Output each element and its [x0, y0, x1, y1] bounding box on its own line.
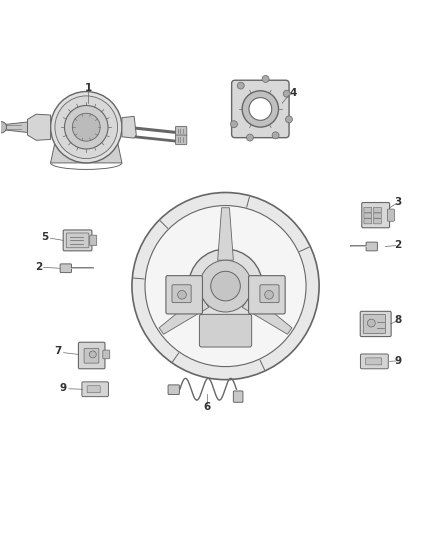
FancyBboxPatch shape — [82, 382, 109, 397]
FancyBboxPatch shape — [366, 358, 382, 365]
Circle shape — [283, 90, 290, 97]
FancyBboxPatch shape — [374, 219, 381, 224]
FancyBboxPatch shape — [60, 264, 71, 272]
FancyBboxPatch shape — [166, 276, 202, 314]
FancyBboxPatch shape — [103, 350, 110, 359]
Circle shape — [89, 351, 96, 358]
FancyBboxPatch shape — [232, 80, 289, 138]
Text: 2: 2 — [394, 240, 401, 250]
Circle shape — [237, 82, 244, 89]
Circle shape — [367, 319, 375, 327]
Text: 1: 1 — [85, 83, 92, 93]
FancyBboxPatch shape — [176, 126, 187, 136]
Text: 9: 9 — [60, 383, 67, 393]
FancyBboxPatch shape — [374, 207, 381, 213]
Polygon shape — [4, 122, 28, 133]
FancyBboxPatch shape — [366, 242, 378, 251]
Circle shape — [211, 271, 240, 301]
Circle shape — [0, 122, 7, 133]
Circle shape — [188, 249, 262, 323]
Text: 6: 6 — [203, 402, 210, 411]
Circle shape — [242, 91, 279, 127]
FancyBboxPatch shape — [364, 207, 372, 213]
Text: 9: 9 — [395, 356, 402, 366]
Circle shape — [132, 192, 319, 379]
Polygon shape — [50, 142, 122, 163]
FancyBboxPatch shape — [363, 314, 385, 334]
FancyBboxPatch shape — [90, 235, 97, 246]
Text: 7: 7 — [54, 346, 62, 356]
FancyBboxPatch shape — [63, 230, 92, 251]
FancyBboxPatch shape — [364, 219, 372, 224]
Circle shape — [178, 290, 186, 299]
FancyBboxPatch shape — [360, 311, 391, 336]
Polygon shape — [218, 208, 233, 260]
Polygon shape — [28, 114, 50, 140]
FancyBboxPatch shape — [362, 203, 390, 228]
FancyBboxPatch shape — [172, 285, 191, 303]
Text: 8: 8 — [395, 314, 402, 325]
Polygon shape — [122, 116, 136, 138]
Text: 2: 2 — [35, 262, 42, 271]
FancyBboxPatch shape — [374, 213, 381, 218]
Circle shape — [265, 290, 273, 299]
Circle shape — [50, 92, 122, 163]
FancyBboxPatch shape — [249, 276, 285, 314]
Text: 3: 3 — [394, 197, 401, 207]
Circle shape — [247, 134, 254, 141]
Circle shape — [249, 98, 272, 120]
FancyBboxPatch shape — [360, 354, 389, 369]
FancyBboxPatch shape — [84, 349, 99, 363]
FancyBboxPatch shape — [233, 391, 243, 402]
FancyBboxPatch shape — [388, 209, 394, 221]
Circle shape — [145, 206, 306, 367]
FancyBboxPatch shape — [260, 285, 279, 303]
FancyBboxPatch shape — [364, 213, 372, 218]
FancyBboxPatch shape — [168, 385, 180, 394]
FancyBboxPatch shape — [78, 342, 105, 369]
Circle shape — [286, 116, 293, 123]
FancyBboxPatch shape — [66, 233, 89, 248]
Text: 5: 5 — [41, 232, 49, 242]
Circle shape — [64, 106, 108, 149]
Polygon shape — [242, 295, 292, 334]
Circle shape — [262, 76, 269, 83]
FancyBboxPatch shape — [87, 386, 100, 393]
Polygon shape — [159, 295, 209, 334]
Circle shape — [272, 132, 279, 139]
FancyBboxPatch shape — [199, 314, 252, 347]
Circle shape — [200, 260, 251, 312]
Text: 4: 4 — [290, 88, 297, 98]
FancyBboxPatch shape — [176, 135, 187, 144]
Circle shape — [230, 120, 237, 128]
Circle shape — [55, 96, 117, 158]
Circle shape — [72, 114, 100, 141]
